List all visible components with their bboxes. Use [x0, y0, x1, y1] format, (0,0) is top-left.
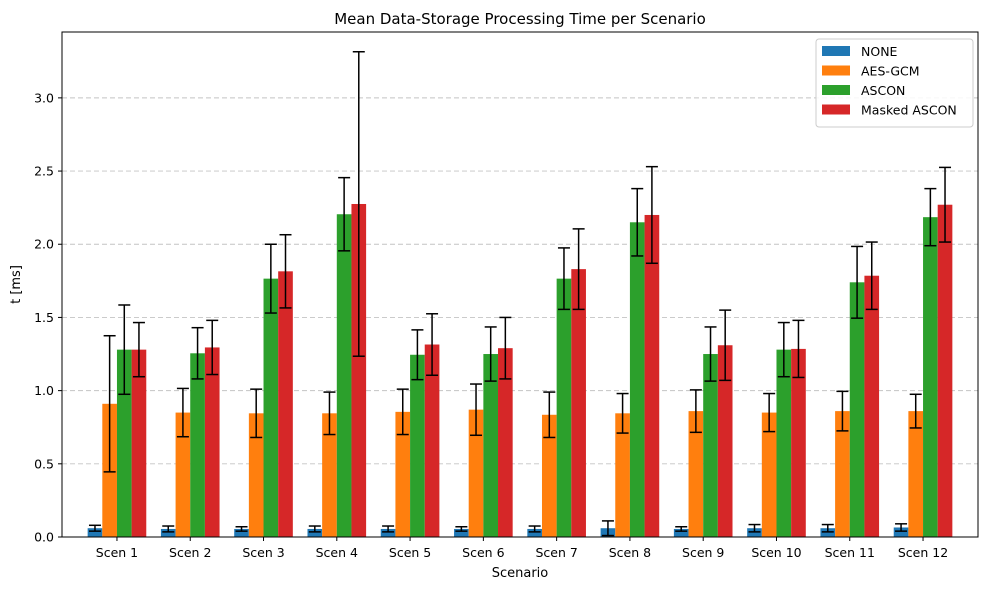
x-tick-label: Scen 8: [609, 545, 651, 560]
bar: [703, 354, 718, 537]
legend-box: [815, 38, 974, 128]
bar: [688, 411, 704, 537]
bar: [556, 278, 572, 537]
bar: [937, 204, 953, 537]
x-tick-label: Scen 10: [751, 545, 801, 560]
x-tick-label: Scen 12: [898, 545, 948, 560]
bar: [673, 528, 689, 537]
x-tick-label: Scen 7: [535, 545, 577, 560]
bar: [849, 282, 865, 537]
bar: [87, 528, 103, 537]
x-tick-label: Scen 4: [316, 545, 358, 560]
x-tick-label: Scen 11: [825, 545, 875, 560]
error-bars: [88, 51, 952, 537]
bars: [87, 203, 953, 538]
x-axis: Scen 1 Scen 2 Scen 3 Scen 4 Scen 5 Scen 6 Scen…: [96, 537, 948, 560]
bar: [527, 528, 542, 537]
y-axis-title: t [ms]: [9, 265, 24, 304]
bar: [380, 528, 396, 537]
bar: [791, 348, 806, 537]
bar: [410, 354, 425, 537]
bar: [175, 412, 191, 537]
x-tick-label: Scen 3: [242, 545, 284, 560]
bar: [923, 217, 938, 537]
legend: NONE AES-GCM ASCON Masked ASCON: [815, 38, 974, 128]
y-tick-label: 0.0: [34, 530, 54, 545]
x-tick-label: Scen 1: [96, 545, 138, 560]
chart-title: Mean Data-Storage Processing Time per Sc…: [334, 10, 706, 28]
y-axis: 0.0 0.5 1.0 1.5 2.0 2.5 3.0: [34, 90, 62, 545]
bar: [336, 214, 352, 537]
x-tick-label: Scen 6: [462, 545, 504, 560]
x-tick-label: Scen 5: [389, 545, 431, 560]
bar: [395, 411, 411, 537]
bar: [761, 412, 777, 537]
bar: [190, 353, 205, 537]
bar: [454, 528, 469, 537]
bar: [351, 203, 367, 538]
x-tick-label: Scen 2: [169, 545, 211, 560]
legend-swatch: [822, 85, 850, 95]
legend-label: AES-GCM: [861, 64, 920, 79]
bar: [571, 269, 586, 537]
bar: [322, 413, 337, 537]
bar: [116, 349, 132, 537]
bar: [908, 411, 924, 537]
bar: [160, 528, 176, 537]
bar: [307, 528, 323, 537]
bar: [776, 349, 792, 537]
y-tick-label: 3.0: [34, 90, 54, 105]
y-tick-label: 2.5: [34, 164, 54, 179]
y-tick-label: 2.0: [34, 237, 54, 252]
bar: [835, 411, 850, 537]
bar: [541, 414, 557, 537]
bar: [468, 409, 484, 537]
legend-label: ASCON: [861, 83, 905, 98]
bar: [615, 413, 630, 537]
x-axis-title: Scenario: [492, 566, 549, 581]
legend-swatch: [822, 46, 850, 56]
bar: [424, 344, 440, 537]
bar: [263, 278, 279, 537]
bar: [234, 528, 249, 537]
legend-swatch: [822, 65, 850, 76]
y-tick-label: 0.5: [34, 456, 54, 471]
bar: [629, 222, 645, 537]
bar: [248, 413, 264, 537]
y-tick-label: 1.5: [34, 310, 54, 325]
plot-frame: [61, 31, 979, 538]
bar: [278, 271, 293, 537]
bar: [644, 214, 660, 537]
x-tick-label: Scen 9: [682, 545, 724, 560]
y-tick-label: 1.0: [34, 383, 54, 398]
bar: [893, 527, 909, 537]
legend-label: NONE: [861, 44, 898, 59]
bar: [483, 354, 499, 537]
bar: [131, 349, 147, 537]
bar: [864, 275, 880, 537]
bar: [204, 347, 220, 537]
legend-label: Masked ASCON: [861, 103, 957, 118]
bar: [717, 345, 733, 537]
legend-swatch: [822, 104, 850, 115]
bar: [498, 348, 513, 537]
